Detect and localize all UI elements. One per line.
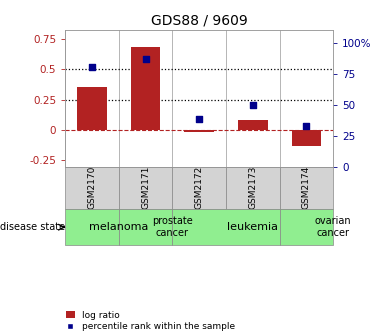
Point — [89, 65, 95, 70]
Text: GSM2174: GSM2174 — [302, 166, 311, 209]
Text: leukemia: leukemia — [227, 222, 278, 232]
Text: GSM2170: GSM2170 — [87, 166, 97, 209]
Text: GSM2173: GSM2173 — [248, 166, 257, 209]
Text: GSM2172: GSM2172 — [195, 166, 204, 209]
Bar — [292, 130, 321, 146]
Text: prostate
cancer: prostate cancer — [152, 216, 193, 238]
Bar — [185, 130, 214, 132]
Title: GDS88 / 9609: GDS88 / 9609 — [151, 14, 247, 28]
Bar — [280, 167, 333, 209]
Bar — [172, 209, 280, 245]
Legend: log ratio, percentile rank within the sample: log ratio, percentile rank within the sa… — [66, 311, 235, 332]
Text: GSM2171: GSM2171 — [141, 166, 150, 209]
Bar — [119, 167, 172, 209]
Point — [196, 117, 202, 122]
Text: disease state: disease state — [0, 222, 65, 232]
Point — [303, 123, 309, 128]
Bar — [280, 209, 333, 245]
Bar — [65, 167, 119, 209]
Bar — [65, 209, 119, 245]
Point — [142, 56, 149, 61]
Bar — [119, 209, 172, 245]
Text: ovarian
cancer: ovarian cancer — [315, 216, 352, 238]
Bar — [226, 167, 280, 209]
Point — [250, 102, 256, 107]
Text: melanoma: melanoma — [89, 222, 149, 232]
Bar — [77, 87, 106, 130]
Bar — [172, 167, 226, 209]
Bar — [238, 120, 267, 130]
Bar — [131, 47, 160, 130]
